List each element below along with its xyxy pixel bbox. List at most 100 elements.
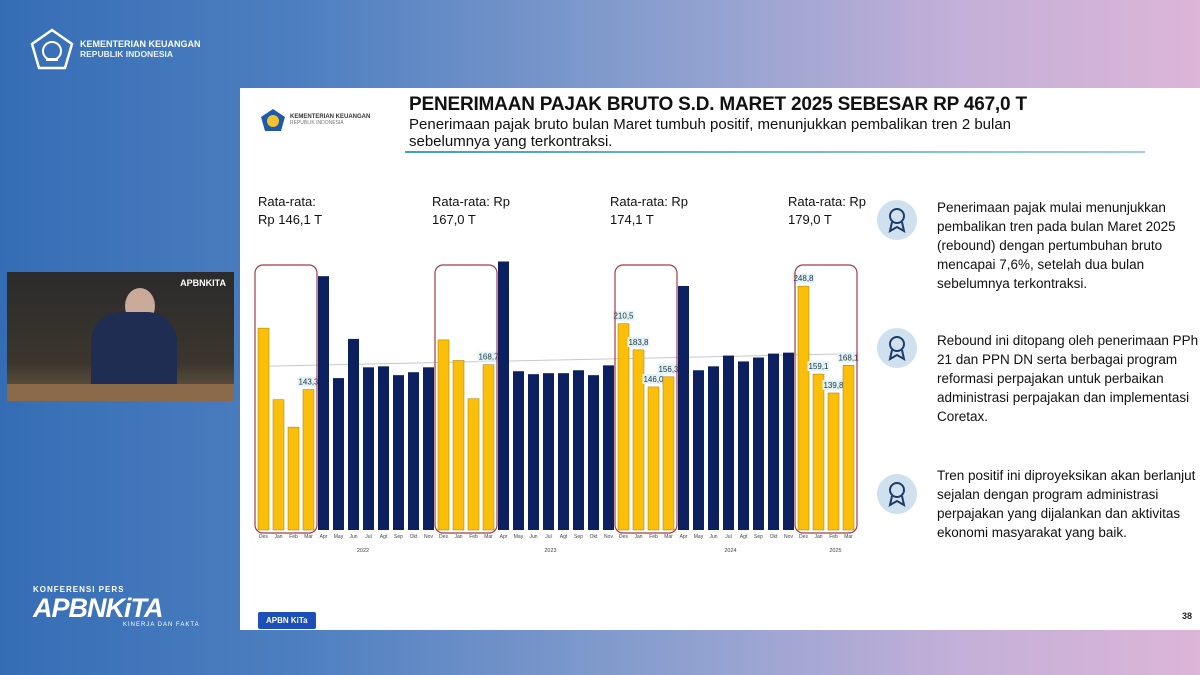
bar-2 xyxy=(287,426,300,531)
average-value: Rp 146,1 T xyxy=(258,212,323,227)
x-tick-label: Jul xyxy=(725,534,731,540)
x-tick-label: Feb xyxy=(469,534,478,540)
x-tick-label: Jan xyxy=(634,534,642,540)
video-brand: APBNKITA xyxy=(180,278,226,288)
bar-16 xyxy=(498,261,509,530)
x-tick-label: Agt xyxy=(380,534,388,540)
slide-subtitle: Penerimaan pajak bruto bulan Maret tumbu… xyxy=(409,116,1012,150)
x-tick-label: Jul xyxy=(365,534,371,540)
average-label-2022: Rata-rata: Rp 146,1 T xyxy=(258,193,322,229)
bar-38 xyxy=(827,392,840,531)
x-tick-label: Apr xyxy=(320,534,328,540)
average-value: 167,0 T xyxy=(432,212,476,227)
average-caption: Rata-rata: Rp xyxy=(610,194,689,209)
data-label-bg xyxy=(297,376,320,387)
x-tick-label: Mar xyxy=(304,534,313,540)
bar-23 xyxy=(603,365,614,530)
kemenkeu-header-logo: KEMENTERIAN KEUANGAN REPUBLIK INDONESIA xyxy=(30,28,201,70)
year-label: 2024 xyxy=(724,548,736,554)
x-tick-label: Nov xyxy=(784,534,793,540)
bar-10 xyxy=(408,372,419,530)
data-label-bg xyxy=(807,361,830,372)
page-number: 38 xyxy=(1182,611,1193,621)
data-label: 156,3 xyxy=(658,365,679,374)
bar-5 xyxy=(333,378,344,530)
x-tick-label: Des xyxy=(259,534,268,540)
bar-15 xyxy=(482,364,495,531)
kemenkeu-emblem-icon xyxy=(261,109,285,131)
org-country: REPUBLIK INDONESIA xyxy=(80,49,174,59)
slide-logo-line2: REPUBLIK INDONESIA xyxy=(290,120,344,126)
org-name: KEMENTERIAN KEUANGAN xyxy=(80,39,201,49)
title-underline xyxy=(405,151,1145,153)
key-point-3: Tren positif ini diproyeksikan akan berl… xyxy=(937,468,1196,540)
data-label-bg xyxy=(657,363,680,374)
bar-17 xyxy=(513,371,524,530)
kemenkeu-emblem-icon xyxy=(30,28,74,70)
conference-branding: KONFERENSI PERS APBNKiTA KINERJA DAN FAK… xyxy=(33,585,200,628)
average-label-2024: Rata-rata: Rp 174,1 T xyxy=(610,193,688,229)
slide-logo: KEMENTERIAN KEUANGAN REPUBLIK INDONESIA xyxy=(260,108,370,132)
bar-20 xyxy=(558,373,569,530)
x-tick-label: Feb xyxy=(829,534,838,540)
x-tick-label: Okt xyxy=(410,534,418,540)
data-label-bg xyxy=(612,310,635,321)
x-tick-label: Okt xyxy=(590,534,598,540)
bar-27 xyxy=(662,376,675,531)
bar-14 xyxy=(467,398,480,531)
x-tick-label: Mar xyxy=(484,534,493,540)
award-icon xyxy=(877,328,917,368)
bar-37 xyxy=(812,373,825,531)
bar-12 xyxy=(437,339,450,531)
x-tick-label: Sep xyxy=(574,534,583,540)
data-label: 248,8 xyxy=(793,274,814,283)
x-tick-label: Jan xyxy=(454,534,462,540)
data-label-bg xyxy=(627,336,650,347)
year-label: 2022 xyxy=(357,548,369,554)
bar-0 xyxy=(257,327,270,531)
x-tick-label: Mar xyxy=(844,534,853,540)
average-caption: Rata-rata: xyxy=(258,194,316,209)
conference-brand: APBNKiTA xyxy=(33,593,163,623)
x-tick-label: Jan xyxy=(814,534,822,540)
data-label: 159,1 xyxy=(808,362,829,371)
bar-39 xyxy=(842,365,855,531)
bar-31 xyxy=(723,355,734,530)
x-tick-label: Feb xyxy=(649,534,658,540)
bar-8 xyxy=(378,366,389,530)
x-tick-label: May xyxy=(334,534,344,540)
bar-18 xyxy=(528,374,539,530)
x-tick-label: Feb xyxy=(289,534,298,540)
data-label-bg xyxy=(837,352,860,363)
bar-4 xyxy=(318,276,329,530)
footer-badge: APBN KiTa xyxy=(258,612,316,629)
data-label: 139,8 xyxy=(823,381,844,390)
bar-30 xyxy=(708,366,719,530)
data-label: 168,1 xyxy=(838,353,859,362)
average-value: 179,0 T xyxy=(788,212,832,227)
bar-3 xyxy=(302,389,315,531)
x-tick-label: May xyxy=(694,534,704,540)
x-tick-label: Nov xyxy=(604,534,613,540)
x-tick-label: Des xyxy=(439,534,448,540)
conference-tagline: KINERJA DAN FAKTA xyxy=(123,622,200,628)
x-tick-label: Jun xyxy=(709,534,717,540)
highlight-box xyxy=(794,264,858,534)
data-label-bg xyxy=(792,273,815,284)
x-tick-label: Jun xyxy=(349,534,357,540)
data-label-bg xyxy=(822,379,845,390)
x-tick-label: Apr xyxy=(680,534,688,540)
x-tick-label: Des xyxy=(619,534,628,540)
bar-19 xyxy=(543,373,554,530)
data-label-bg xyxy=(477,351,500,362)
x-tick-label: Sep xyxy=(394,534,403,540)
data-label: 210,5 xyxy=(613,312,634,321)
data-label-bg xyxy=(642,373,665,384)
bar-35 xyxy=(783,352,794,530)
key-point-2: Rebound ini ditopang oleh penerimaan PPh… xyxy=(937,333,1199,424)
x-tick-label: Apr xyxy=(500,534,508,540)
data-label: 168,7 xyxy=(478,353,499,362)
live-video-feed[interactable]: APBNKITA xyxy=(7,272,234,401)
highlight-box xyxy=(254,264,318,534)
bar-6 xyxy=(348,338,359,530)
